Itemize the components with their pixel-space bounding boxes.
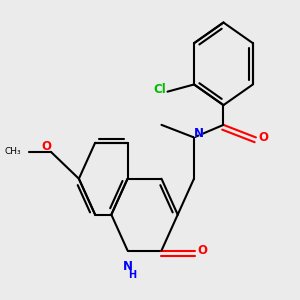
Text: O: O [197, 244, 208, 257]
Text: H: H [128, 270, 136, 280]
Text: O: O [258, 131, 268, 144]
Text: N: N [194, 127, 203, 140]
Text: O: O [198, 244, 208, 257]
Text: N: N [122, 261, 133, 274]
Text: O: O [41, 140, 51, 153]
Text: O: O [41, 140, 52, 153]
Text: CH₃: CH₃ [5, 147, 21, 156]
Text: N: N [123, 260, 133, 273]
Text: Cl: Cl [154, 83, 167, 96]
Text: N: N [193, 127, 204, 140]
Text: O: O [258, 131, 269, 144]
